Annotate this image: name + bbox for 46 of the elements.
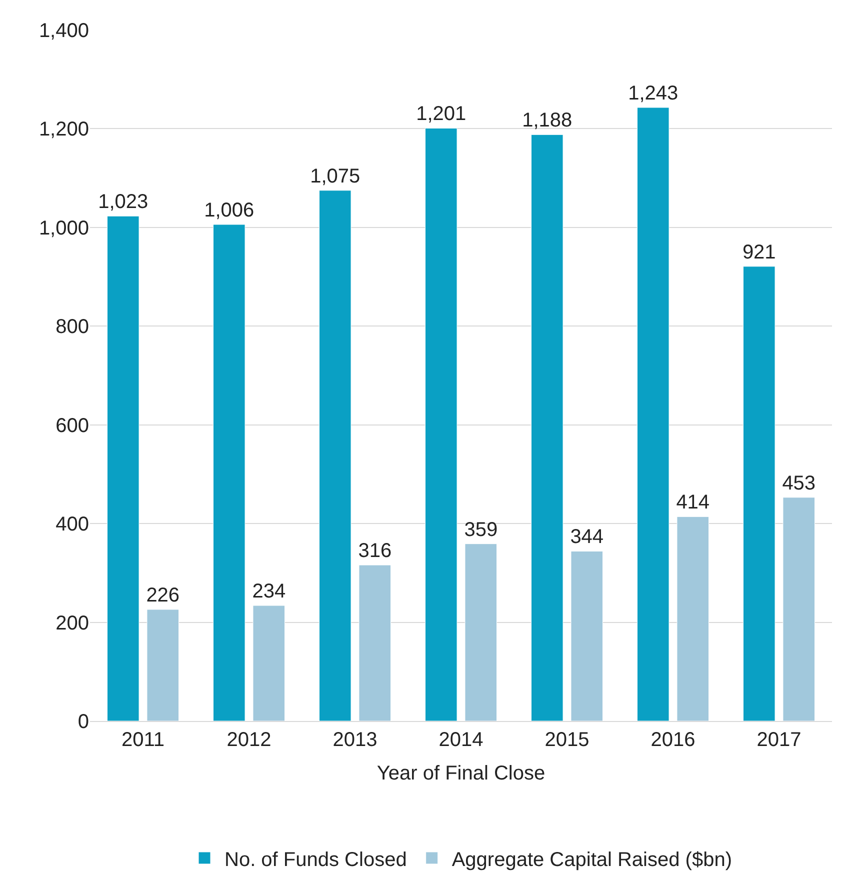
y-tick-label: 600 xyxy=(56,414,89,437)
data-label: 1,023 xyxy=(98,191,148,214)
x-tick-label: 2011 xyxy=(121,729,165,751)
data-label: 1,188 xyxy=(522,110,572,132)
bar xyxy=(676,516,710,721)
data-label: 1,075 xyxy=(310,165,360,188)
y-tick-label: 1,000 xyxy=(38,217,89,240)
bar xyxy=(782,497,816,721)
data-label: 1,006 xyxy=(204,199,254,222)
y-tick-label: 400 xyxy=(56,514,89,536)
y-tick-label: 0 xyxy=(78,711,89,733)
bar xyxy=(212,224,246,721)
bar xyxy=(742,266,776,721)
x-tick-label: 2013 xyxy=(332,729,378,751)
bar xyxy=(318,190,352,721)
bar xyxy=(146,609,180,721)
x-axis-title: Year of Final Close xyxy=(376,762,546,784)
data-label: 1,243 xyxy=(628,82,678,104)
data-label: 226 xyxy=(146,584,180,606)
bar xyxy=(106,216,140,721)
y-tick-label: 1,200 xyxy=(38,118,89,141)
y-tick-label: 800 xyxy=(56,316,89,338)
y-tick-label: 200 xyxy=(56,612,89,634)
data-label: 316 xyxy=(358,540,392,562)
legend-label: Aggregate Capital Raised ($bn) xyxy=(452,848,732,871)
bar xyxy=(358,564,392,721)
bar xyxy=(636,107,670,721)
x-tick-label: 2014 xyxy=(438,729,484,751)
data-label: 414 xyxy=(676,492,710,514)
data-label: 453 xyxy=(782,472,816,494)
data-label: 344 xyxy=(570,526,604,548)
x-tick-label: 2016 xyxy=(650,729,696,751)
data-label: 1,201 xyxy=(416,103,466,126)
legend-label: No. of Funds Closed xyxy=(224,848,407,871)
bar xyxy=(424,128,458,721)
bar xyxy=(570,550,604,721)
x-tick-label: 2017 xyxy=(756,729,802,751)
data-label: 234 xyxy=(252,580,286,602)
data-label: 359 xyxy=(464,518,498,541)
y-tick-label: 1,400 xyxy=(38,20,89,42)
x-tick-label: 2015 xyxy=(544,729,590,751)
bar xyxy=(464,544,498,721)
bar xyxy=(252,605,286,721)
bar xyxy=(530,134,564,721)
x-tick-label: 2012 xyxy=(226,729,272,751)
data-label: 921 xyxy=(742,241,776,264)
